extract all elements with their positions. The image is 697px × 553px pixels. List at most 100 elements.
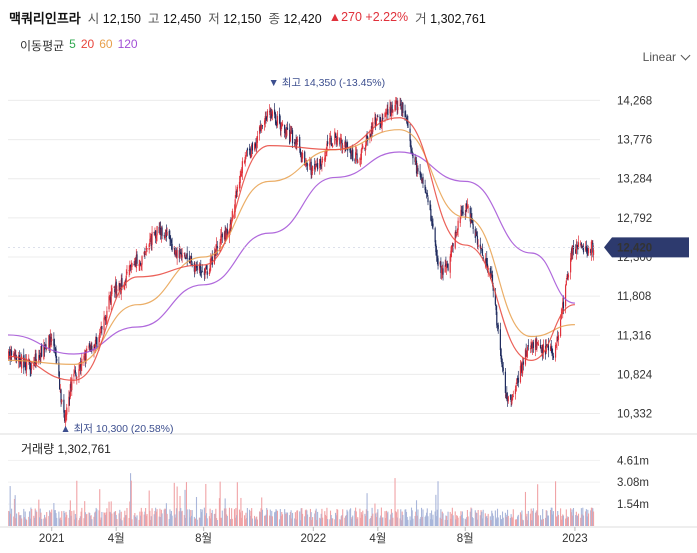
volume-bar xyxy=(131,519,133,526)
candle-body xyxy=(360,158,362,160)
candle-body xyxy=(532,342,534,349)
volume-bar xyxy=(397,509,399,526)
volume-bar xyxy=(256,519,258,526)
candle-body xyxy=(239,175,241,184)
candle-body xyxy=(275,120,277,124)
volume-bar xyxy=(347,511,349,526)
volume-bar xyxy=(236,482,238,526)
candle-body xyxy=(235,191,237,198)
volume-bar xyxy=(337,509,339,526)
candle-body xyxy=(290,132,292,134)
volume-bar xyxy=(205,513,208,526)
candle-body xyxy=(564,285,567,307)
candle-body xyxy=(535,340,537,348)
volume-bar xyxy=(486,515,488,526)
volume-bar xyxy=(118,513,120,526)
volume-bar xyxy=(16,513,18,526)
candle-body xyxy=(464,213,466,215)
candle-body xyxy=(118,283,120,291)
candle-body xyxy=(395,100,398,103)
volume-bar xyxy=(340,516,342,526)
volume-bar xyxy=(294,512,296,526)
candle-body xyxy=(500,348,502,360)
volume-bar xyxy=(176,486,178,526)
ma-5: 5 xyxy=(69,37,76,51)
volume-bar xyxy=(555,516,557,526)
candle-body xyxy=(35,353,37,365)
candle-body xyxy=(434,228,436,243)
candle-body xyxy=(150,237,152,246)
volume-bar xyxy=(570,512,572,526)
candle-body xyxy=(258,126,261,134)
candle-body xyxy=(494,292,496,305)
volume-bar xyxy=(522,520,524,526)
stock-name: 맥쿼리인프라 xyxy=(9,10,81,26)
scale-toggle[interactable]: Linear xyxy=(643,50,691,64)
candle-body xyxy=(31,364,33,369)
volume-bar xyxy=(474,510,476,526)
volume-bar xyxy=(285,512,287,526)
candle-body xyxy=(94,340,97,347)
moving-average-legend[interactable]: 이동평균 5 20 60 120 xyxy=(20,37,138,54)
candle-body xyxy=(410,148,413,152)
candle-body xyxy=(549,346,552,352)
volume-bar xyxy=(420,507,423,526)
candle-body xyxy=(106,310,108,318)
candle-body xyxy=(521,363,524,374)
volume-bar xyxy=(451,507,453,526)
candle-body xyxy=(337,136,339,141)
candle-body xyxy=(465,203,467,213)
candle-body xyxy=(274,112,276,120)
volume-bar xyxy=(562,515,564,526)
candle-body xyxy=(382,117,384,120)
volume-bar xyxy=(160,509,162,526)
annotations: ▼ 최고 14,350 (-13.45%) ▲ 최저 10,300 (20.58%… xyxy=(8,77,689,435)
volume-bar xyxy=(196,519,198,526)
candle-body xyxy=(133,263,135,266)
volume-bar xyxy=(530,508,532,526)
volume-bar xyxy=(476,519,478,526)
volume-bar xyxy=(115,514,117,526)
candle-body xyxy=(116,289,118,291)
volume-bar xyxy=(430,519,432,526)
volume-bar xyxy=(155,511,157,526)
candle-body xyxy=(40,346,42,358)
volume-bar xyxy=(440,509,442,526)
volume-bar xyxy=(549,510,552,526)
volume-bar xyxy=(507,515,509,526)
volume-bar xyxy=(221,510,223,526)
candle-body xyxy=(514,389,517,395)
volume-tick-label: 4.61m xyxy=(617,455,649,467)
volume-bar xyxy=(390,509,392,526)
candle-body xyxy=(168,230,170,239)
volume-bar xyxy=(113,512,115,526)
volume-bar xyxy=(406,516,408,526)
candle-body xyxy=(315,163,317,166)
volume-bar xyxy=(220,517,222,526)
price-tick-label: 11,808 xyxy=(617,291,651,303)
candle-body xyxy=(590,241,592,255)
candle-body xyxy=(356,153,358,163)
volume-bar xyxy=(15,518,17,526)
volume-bar xyxy=(345,516,347,526)
volume-bar xyxy=(274,511,276,526)
volume-bar xyxy=(577,513,580,526)
candle-body xyxy=(171,243,173,251)
candle-body xyxy=(10,350,13,356)
volume-bar xyxy=(381,517,383,526)
candle-body xyxy=(221,233,223,238)
volume-bar xyxy=(83,518,85,526)
candle-body xyxy=(510,394,512,402)
volume-bar xyxy=(296,510,299,526)
volume-bar xyxy=(55,513,57,526)
volume-bar xyxy=(311,519,313,526)
volume-bar xyxy=(384,511,386,526)
candle-body xyxy=(276,123,278,126)
volume-bar xyxy=(133,515,135,526)
candle-body xyxy=(402,102,404,113)
candle-body xyxy=(536,341,538,349)
candle-body xyxy=(592,242,594,253)
volume-bar xyxy=(189,517,191,526)
candle-body xyxy=(507,396,509,402)
